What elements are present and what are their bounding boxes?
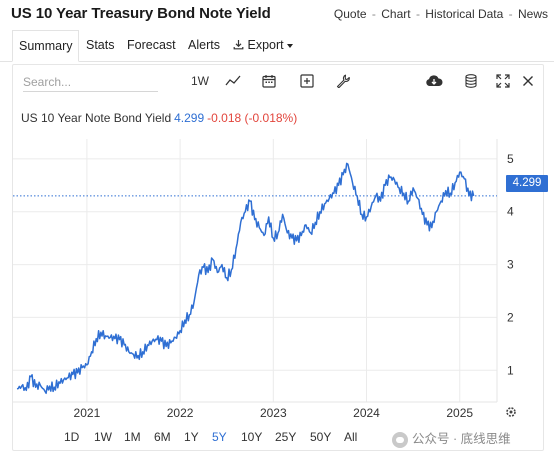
range-6m[interactable]: 6M xyxy=(154,430,171,444)
price-badge: 4.299 xyxy=(506,175,548,192)
range-25y[interactable]: 25Y xyxy=(275,430,297,444)
link-separator: - xyxy=(505,7,516,21)
y-tick-label: 1 xyxy=(507,363,514,377)
y-tick-label: 5 xyxy=(507,152,514,166)
range-5y[interactable]: 5Y xyxy=(212,430,227,444)
y-tick-label: 2 xyxy=(507,310,514,324)
range-1w[interactable]: 1W xyxy=(94,430,112,444)
link-chart[interactable]: Chart xyxy=(381,7,411,21)
tab-export[interactable]: Export xyxy=(233,30,293,60)
tab-forecast[interactable]: Forecast xyxy=(127,38,176,52)
yield-chart[interactable]: 1 2 3 4 5 2021 2022 2023 2024 2025 xyxy=(13,65,543,427)
range-selector: 1D 1W 1M 6M 1Y 5Y 10Y 25Y 50Y All xyxy=(13,427,543,449)
tab-summary[interactable]: Summary xyxy=(12,30,80,62)
wrench-icon[interactable] xyxy=(333,71,353,91)
chevron-down-icon xyxy=(286,43,293,48)
fullscreen-icon[interactable] xyxy=(493,71,513,91)
tab-stats[interactable]: Stats xyxy=(86,38,115,52)
instrument-name: US 10 Year Note Bond Yield xyxy=(21,111,172,125)
y-tick-label: 4 xyxy=(507,205,514,219)
chart-toolbar: 1W xyxy=(13,65,543,97)
search-input[interactable] xyxy=(23,73,158,92)
page-title: US 10 Year Treasury Bond Note Yield xyxy=(11,5,271,22)
calendar-icon[interactable] xyxy=(259,71,279,91)
x-tick-label: 2023 xyxy=(260,406,287,420)
link-historical-data[interactable]: Historical Data xyxy=(425,7,504,21)
download-icon xyxy=(233,40,244,50)
title-bar: US 10 Year Treasury Bond Note Yield Quot… xyxy=(0,0,554,28)
range-50y[interactable]: 50Y xyxy=(310,430,332,444)
tab-bar: Summary Stats Forecast Alerts Export xyxy=(0,30,554,62)
link-separator: - xyxy=(368,7,380,21)
wechat-icon xyxy=(392,431,408,448)
tab-export-label: Export xyxy=(247,38,284,52)
plus-square-icon[interactable] xyxy=(297,71,317,91)
line-chart-icon[interactable] xyxy=(223,71,243,91)
range-1y[interactable]: 1Y xyxy=(184,430,199,444)
database-icon[interactable] xyxy=(461,71,481,91)
x-tick-label: 2022 xyxy=(167,406,194,420)
range-10y[interactable]: 10Y xyxy=(241,430,263,444)
top-links: Quote - Chart - Historical Data - News xyxy=(334,7,548,21)
tab-alerts[interactable]: Alerts xyxy=(188,38,220,52)
close-icon[interactable] xyxy=(519,71,537,91)
x-tick-label: 2024 xyxy=(353,406,380,420)
cloud-download-icon[interactable] xyxy=(423,71,445,91)
watermark-text: 公众号 · 底线思维 xyxy=(412,432,511,446)
chart-panel: 1W US 10 Year Note Bond Yield4.299-0.018… xyxy=(12,64,548,451)
yield-line xyxy=(16,162,475,395)
interval-button[interactable]: 1W xyxy=(191,74,209,88)
quote-price: 4.299 xyxy=(174,111,205,125)
settings-icon xyxy=(506,407,516,417)
y-tick-label: 3 xyxy=(507,258,514,272)
link-quote[interactable]: Quote xyxy=(333,7,367,21)
range-1m[interactable]: 1M xyxy=(124,430,141,444)
x-tick-label: 2021 xyxy=(74,406,101,420)
range-all[interactable]: All xyxy=(344,430,358,444)
link-news[interactable]: News xyxy=(517,7,548,21)
link-separator: - xyxy=(412,7,424,21)
quote-line: US 10 Year Note Bond Yield 4.299 -0.018 (-… xyxy=(21,111,297,125)
range-1d[interactable]: 1D xyxy=(64,430,80,444)
watermark: 公众号 · 底线思维 xyxy=(392,428,511,448)
quote-change: -0.018 (-0.018%) xyxy=(207,111,298,125)
x-tick-label: 2025 xyxy=(446,406,473,420)
